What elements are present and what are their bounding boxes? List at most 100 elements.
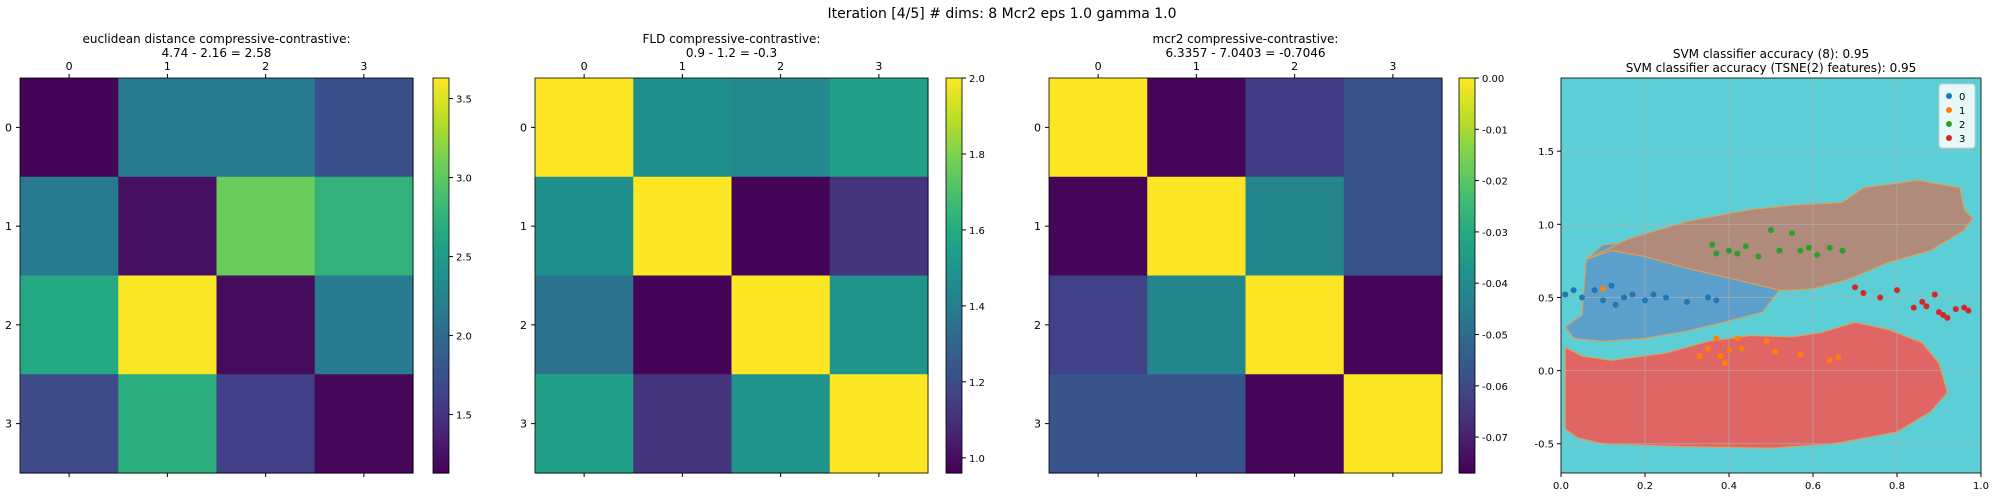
colorbar-segment bbox=[946, 359, 962, 365]
colorbar-segment bbox=[946, 310, 962, 316]
colorbar-segment bbox=[946, 285, 962, 291]
scatter-point-class-2 bbox=[1789, 230, 1795, 237]
colorbar-segment bbox=[946, 339, 962, 346]
scatter-point-class-0 bbox=[1663, 294, 1669, 301]
scatter-point-class-2 bbox=[1805, 244, 1812, 251]
colorbar-segment bbox=[433, 324, 449, 331]
colorbar-segment bbox=[1459, 236, 1475, 242]
colorbar-segment bbox=[946, 82, 962, 89]
colorbar-segment bbox=[1459, 438, 1475, 444]
heatmap-cell bbox=[731, 176, 831, 277]
chart-title-line-2: 0.9 - 1.2 = -0.3 bbox=[686, 46, 777, 60]
colorbar-segment bbox=[946, 275, 962, 282]
colorbar-tick-label: -0.04 bbox=[1482, 279, 1508, 290]
decision-region-class-2 bbox=[1585, 179, 1974, 291]
colorbar-segment bbox=[433, 290, 449, 296]
chart-title-line-1: FLD compressive-contrastive: bbox=[643, 32, 821, 46]
colorbar-segment bbox=[1459, 305, 1475, 311]
scatter-point-class-3 bbox=[1919, 298, 1926, 305]
y-tick-label: 1 bbox=[5, 220, 12, 233]
colorbar-segment bbox=[946, 142, 962, 148]
scatter-point-class-2 bbox=[1709, 241, 1716, 248]
colorbar-segment bbox=[946, 443, 962, 449]
colorbar-segment bbox=[1459, 310, 1475, 316]
colorbar-segment bbox=[946, 112, 962, 119]
colorbar-segment bbox=[1459, 285, 1475, 291]
scatter-point-class-1 bbox=[1696, 352, 1703, 359]
colorbar-segment bbox=[946, 300, 962, 306]
x-tick-label: 1 bbox=[1193, 60, 1200, 73]
scatter-point-class-1 bbox=[1797, 351, 1804, 358]
colorbar-segment bbox=[946, 433, 962, 440]
colorbar-tick-label: -0.07 bbox=[1482, 433, 1508, 444]
scatter-point-class-2 bbox=[1814, 252, 1821, 259]
colorbar-segment bbox=[946, 181, 962, 188]
colorbar-segment bbox=[1459, 216, 1475, 222]
colorbar-segment bbox=[946, 221, 962, 227]
colorbar-segment bbox=[433, 339, 449, 346]
colorbar-segment bbox=[433, 270, 449, 277]
colorbar-segment bbox=[946, 329, 962, 336]
colorbar-segment bbox=[946, 201, 962, 207]
colorbar-segment bbox=[433, 319, 449, 326]
colorbar-segment bbox=[1459, 453, 1475, 459]
colorbar-segment bbox=[433, 181, 449, 188]
y-tick-label: 2 bbox=[520, 319, 527, 332]
colorbar-segment bbox=[433, 255, 449, 262]
legend-box bbox=[1938, 83, 1976, 149]
y-tick-label: 1 bbox=[1034, 220, 1041, 233]
colorbar-segment bbox=[1459, 181, 1475, 188]
colorbar-segment bbox=[1459, 408, 1475, 415]
y-tick-label: -0.5 bbox=[1534, 440, 1554, 451]
colorbar-tick-label: 1.4 bbox=[969, 302, 985, 313]
colorbar-segment bbox=[433, 453, 449, 459]
colorbar-segment bbox=[433, 275, 449, 282]
colorbar-segment bbox=[1459, 196, 1475, 203]
scatter-point-class-1 bbox=[1713, 335, 1720, 342]
scatter-point-class-0 bbox=[1642, 297, 1648, 304]
colorbar-segment bbox=[946, 137, 962, 143]
scatter-point-class-2 bbox=[1768, 227, 1774, 234]
colorbar-segment bbox=[433, 389, 449, 395]
colorbar-segment bbox=[946, 290, 962, 296]
colorbar-segment bbox=[1459, 107, 1475, 114]
heatmap-cell bbox=[829, 374, 929, 474]
scatter-point-class-3 bbox=[1936, 309, 1942, 316]
colorbar-segment bbox=[433, 201, 449, 207]
colorbar-segment bbox=[433, 374, 449, 380]
colorbar-segment bbox=[946, 349, 962, 356]
x-tick-label: 2 bbox=[777, 60, 784, 73]
heatmap-cell bbox=[1343, 275, 1443, 375]
heatmap-cell bbox=[314, 374, 414, 474]
scatter-point-class-3 bbox=[1940, 312, 1947, 318]
colorbar-segment bbox=[1459, 260, 1475, 267]
heatmap-cell bbox=[1147, 275, 1247, 375]
colorbar-segment bbox=[946, 354, 962, 361]
colorbar-segment bbox=[946, 305, 962, 311]
heatmap-cell bbox=[1049, 374, 1148, 474]
colorbar-segment bbox=[433, 300, 449, 306]
colorbar-tick-label: 2.5 bbox=[456, 253, 472, 264]
colorbar-segment bbox=[1459, 211, 1475, 217]
colorbar-segment bbox=[1459, 92, 1475, 99]
colorbar-segment bbox=[433, 191, 449, 198]
x-tick-label: 1.0 bbox=[1973, 481, 1989, 492]
scatter-point-class-0 bbox=[1713, 297, 1720, 304]
colorbar-segment bbox=[1459, 191, 1475, 198]
heatmap-cell bbox=[633, 78, 733, 178]
x-tick-label: 3 bbox=[360, 60, 367, 73]
heatmap-euclidean: euclidean distance compressive-contrasti… bbox=[5, 32, 472, 477]
colorbar-segment bbox=[433, 142, 449, 148]
colorbar-segment bbox=[433, 176, 449, 183]
colorbar-segment bbox=[433, 226, 449, 232]
heatmap-cell bbox=[1343, 374, 1443, 474]
colorbar-segment bbox=[433, 127, 449, 133]
colorbar-segment bbox=[433, 438, 449, 444]
heatmap-cell bbox=[20, 275, 119, 375]
colorbar-segment bbox=[946, 270, 962, 277]
colorbar-segment bbox=[1459, 433, 1475, 440]
heatmap-cell bbox=[535, 275, 634, 375]
scatter-point-class-3 bbox=[1952, 306, 1959, 313]
